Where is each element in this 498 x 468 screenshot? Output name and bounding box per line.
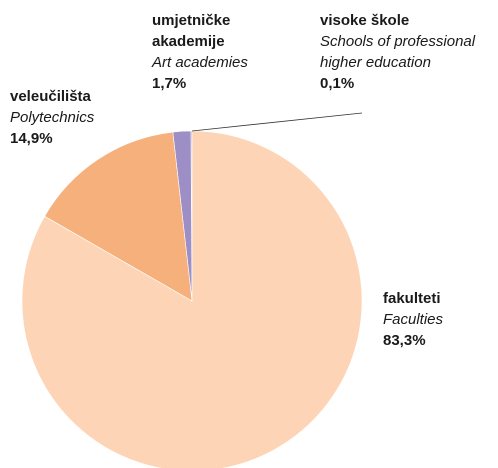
label-name-en: Faculties — [383, 311, 444, 328]
slice-label: veleučilišta Polytechnics 14,9% — [10, 86, 140, 149]
label-name-en: Art academies — [152, 54, 248, 71]
label-name: fakulteti — [383, 290, 441, 307]
slice-label: fakulteti Faculties 83,3% — [383, 288, 498, 351]
pie-slice — [21, 130, 363, 468]
value-label: 1,7% — [152, 75, 187, 92]
pie-slice — [44, 131, 193, 302]
label-name: visoke škole — [320, 12, 410, 29]
slice-label: umjetničke akademije Art academies 1,7% — [152, 10, 267, 94]
label-name: umjetničke akademije — [152, 12, 231, 50]
value-label: 0,1% — [320, 75, 355, 92]
label-name-en: Schools of professional higher education — [320, 33, 476, 71]
value-label: 14,9% — [10, 130, 53, 147]
slice-label: visoke škole Schools of professional high… — [320, 10, 498, 94]
label-name: veleučilišta — [10, 88, 91, 105]
label-name-en: Polytechnics — [10, 109, 95, 126]
leader-line — [191, 112, 363, 132]
value-label: 83,3% — [383, 332, 426, 349]
